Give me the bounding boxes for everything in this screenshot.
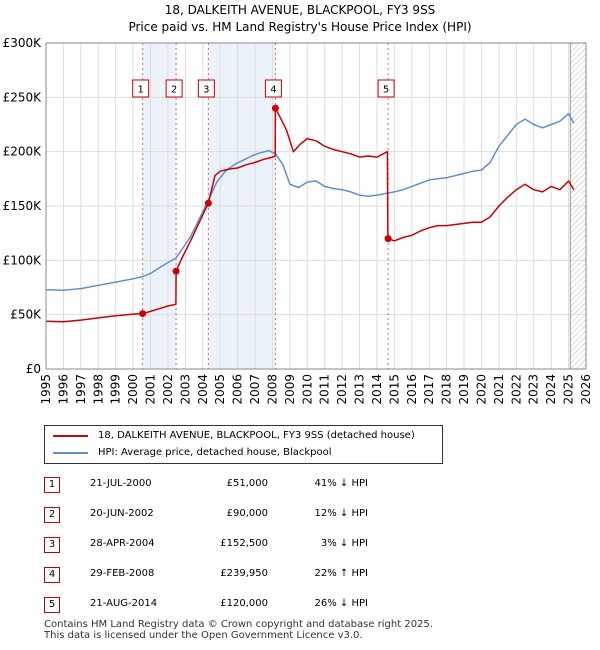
sale-price: £239,950 [220,568,268,579]
chart-title-line1: 18, DALKEITH AVENUE, BLACKPOOL, FY3 9SS [164,3,436,17]
y-tick-label: £250K [3,90,43,104]
x-tick-label: 2013 [353,374,367,405]
x-tick-label: 1997 [74,374,88,405]
x-tick-label: 2015 [387,374,401,405]
sale-marker-box [132,79,150,98]
sale-price: £120,000 [220,598,268,609]
sale-marker-box [165,79,183,98]
x-tick-label: 2010 [300,374,314,405]
sale-number-badge: 5 [44,597,60,613]
sale-marker-label: 5 [383,85,389,96]
sale-date: 20-JUN-2002 [90,508,154,519]
x-tick-label: 2026 [579,374,593,405]
x-tick-label: 2009 [283,374,297,405]
sale-row: 4 29-FEB-2008 £239,950 22% ↑ HPI [44,567,464,583]
sale-row: 5 21-AUG-2014 £120,000 26% ↓ HPI [44,597,464,613]
sale-date: 29-FEB-2008 [90,568,155,579]
legend-line-property [53,435,88,437]
x-tick-label: 2005 [213,374,227,405]
x-tick-label: 2017 [422,374,436,405]
sale-row: 1 21-JUL-2000 £51,000 41% ↓ HPI [44,477,464,493]
x-tick-label: 2007 [248,374,262,405]
legend-label-hpi: HPI: Average price, detached house, Blac… [98,447,332,458]
sale-marker-label: 3 [203,85,209,96]
x-tick-label: 2006 [231,374,245,405]
sale-hpi-diff: 26% ↓ HPI [314,598,368,609]
x-tick-label: 2019 [457,374,471,405]
x-tick-label: 2016 [405,374,419,405]
sale-marker-box [264,79,282,98]
sale-marker-label: 2 [171,85,177,96]
sale-number-badge: 3 [44,537,60,553]
sale-date: 21-JUL-2000 [90,478,152,489]
legend-label-property: 18, DALKEITH AVENUE, BLACKPOOL, FY3 9SS … [98,430,415,441]
x-tick-label: 2004 [196,374,210,405]
sale-row: 2 20-JUN-2002 £90,000 12% ↓ HPI [44,507,464,523]
x-tick-label: 2012 [335,374,349,405]
sale-price: £51,000 [226,478,268,489]
sale-number-badge: 1 [44,477,60,493]
sale-hpi-diff: 41% ↓ HPI [314,478,368,489]
sale-point [271,104,279,112]
chart-title-line2: Price paid vs. HM Land Registry's House … [128,20,472,34]
plot-frame [45,42,587,370]
property-price-line [45,107,575,323]
x-tick-label: 2022 [509,374,523,405]
x-tick-label: 2002 [161,374,175,405]
x-tick-label: 2018 [440,374,454,405]
x-tick-label: 2014 [370,374,384,405]
sale-hpi-diff: 22% ↑ HPI [314,568,368,579]
sale-hpi-diff: 12% ↓ HPI [314,508,368,519]
sale-marker-box [197,79,215,98]
sale-point [204,199,212,207]
sale-point [172,267,180,275]
footer-line1: Contains HM Land Registry data © Crown c… [44,619,433,630]
sale-marker-label: 4 [270,85,276,96]
sale-price: £152,500 [220,538,268,549]
legend: 18, DALKEITH AVENUE, BLACKPOOL, FY3 9SS … [44,425,443,464]
x-tick-label: 2021 [492,374,506,405]
x-tick-label: 2003 [178,374,192,405]
x-tick-label: 1999 [109,374,123,405]
y-tick-label: £0 [26,362,41,376]
x-tick-label: 1996 [56,374,70,405]
sale-hpi-diff: 3% ↓ HPI [320,538,368,549]
x-tick-label: 2008 [265,374,279,405]
sale-row: 3 28-APR-2004 £152,500 3% ↓ HPI [44,537,464,553]
x-tick-label: 2011 [318,374,332,405]
x-tick-label: 2025 [562,374,576,405]
sale-point [384,235,392,243]
hpi-line [45,112,575,291]
x-tick-label: 2024 [544,374,558,405]
sale-price: £90,000 [226,508,268,519]
y-tick-label: £300K [3,36,43,50]
y-tick-label: £200K [3,145,43,159]
x-tick-label: 2023 [527,374,541,405]
y-tick-label: £100K [3,253,43,267]
legend-line-hpi [53,452,88,454]
chart-title: 18, DALKEITH AVENUE, BLACKPOOL, FY3 9SS … [0,2,600,36]
sale-marker-box [377,79,395,98]
sale-number-badge: 2 [44,507,60,523]
sale-date: 28-APR-2004 [90,538,155,549]
sale-number-badge: 4 [44,567,60,583]
y-tick-label: £50K [10,308,42,322]
sale-point [139,310,147,318]
price-chart: 1 2 3 4 5 £0 £50K £100K £150K £200K £250K £300K 1995… [3,36,593,405]
x-tick-label: 2001 [144,374,158,405]
footer-line2: This data is licensed under the Open Gov… [44,630,363,641]
footer-attribution: Contains HM Land Registry data © Crown c… [44,619,433,641]
sale-date: 21-AUG-2014 [90,598,158,609]
x-tick-label: 2000 [126,374,140,405]
y-tick-label: £150K [3,199,43,213]
x-tick-label: 2020 [474,374,488,405]
x-tick-label: 1998 [91,374,105,405]
x-tick-label: 1995 [39,374,53,405]
sale-marker-label: 1 [137,85,143,96]
